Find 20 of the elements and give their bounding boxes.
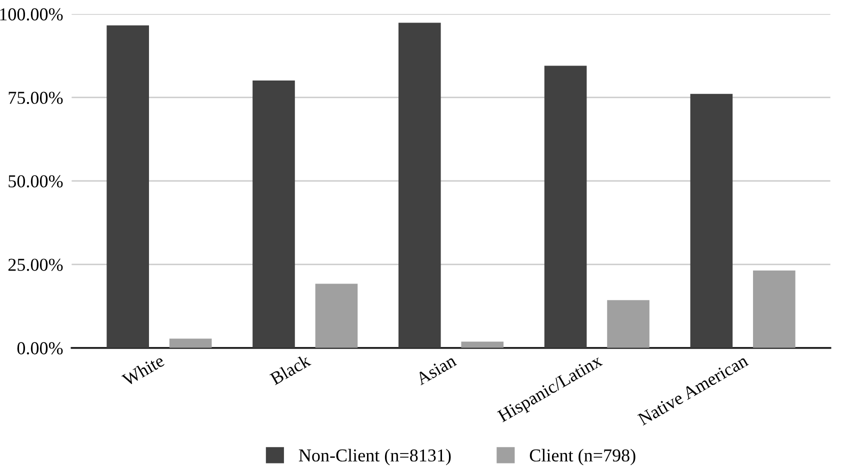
bar bbox=[753, 270, 796, 348]
x-tick-label: Black bbox=[269, 353, 312, 386]
bar bbox=[398, 22, 441, 348]
bar bbox=[607, 300, 650, 348]
y-tick-label: 0.00% bbox=[17, 342, 63, 354]
bar bbox=[252, 80, 295, 348]
bar bbox=[106, 25, 149, 348]
bar bbox=[315, 284, 358, 348]
y-tick-label: 25.00% bbox=[8, 258, 63, 271]
bar bbox=[169, 338, 212, 348]
bar bbox=[690, 94, 733, 348]
x-tick-label: White bbox=[121, 354, 166, 387]
bar bbox=[461, 342, 504, 348]
y-tick-label: 100.00% bbox=[0, 8, 63, 21]
legend-label: Non-Client (n=8131) bbox=[298, 448, 451, 466]
x-tick-label: Asian bbox=[414, 354, 458, 386]
legend-label: Client (n=798) bbox=[530, 448, 636, 466]
y-tick-label: 50.00% bbox=[8, 175, 63, 188]
y-tick-label: 75.00% bbox=[8, 92, 63, 104]
bar bbox=[544, 66, 587, 348]
